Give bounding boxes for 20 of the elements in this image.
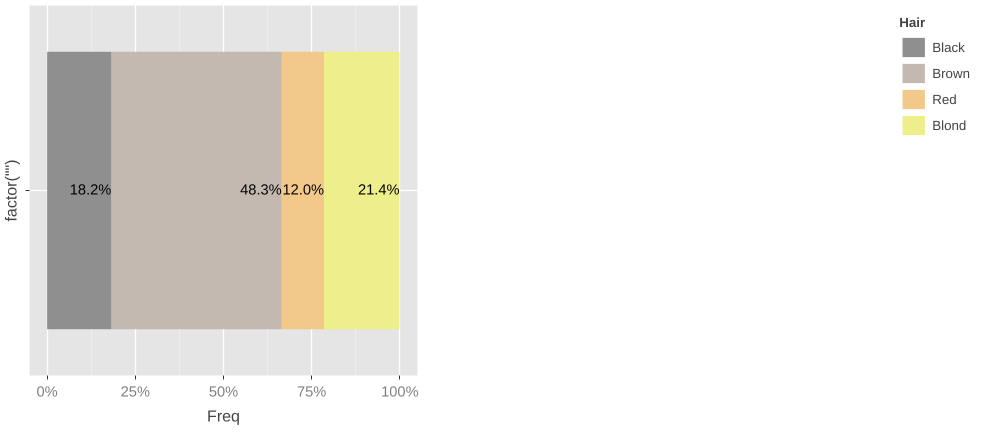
bar bbox=[282, 52, 324, 330]
x-tick-label: 75% bbox=[297, 384, 326, 400]
x-tick-label: 50% bbox=[208, 384, 238, 400]
legend-label: Blond bbox=[932, 116, 966, 134]
data-label: 12.0% bbox=[282, 182, 324, 198]
data-label: 48.3% bbox=[240, 182, 282, 198]
bar bbox=[47, 52, 112, 330]
x-tick-label: 0% bbox=[36, 384, 58, 400]
legend-label: Brown bbox=[932, 64, 970, 82]
legend-label: Black bbox=[932, 38, 965, 56]
data-label: 21.4% bbox=[358, 182, 400, 198]
x-tick-label: 25% bbox=[120, 384, 150, 400]
bar bbox=[111, 52, 282, 330]
x-tick-label: 100% bbox=[381, 384, 419, 400]
legend-label: Red bbox=[932, 90, 957, 108]
x-axis-title: Freq bbox=[207, 408, 240, 426]
y-axis-title: factor("") bbox=[4, 159, 20, 222]
legend-title: Hair bbox=[899, 15, 926, 30]
data-label: 18.2% bbox=[70, 182, 112, 198]
bar bbox=[324, 52, 400, 330]
